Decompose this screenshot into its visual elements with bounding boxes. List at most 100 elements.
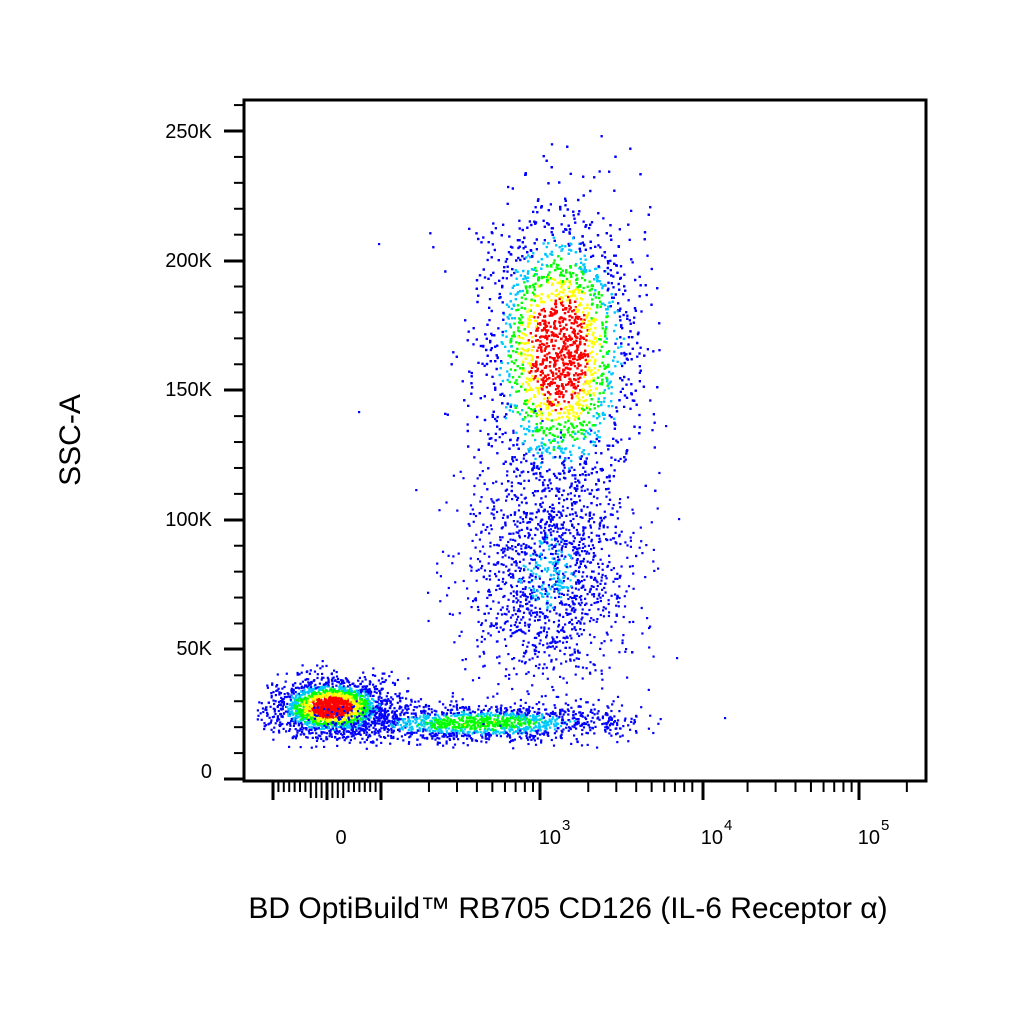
event-dot — [522, 715, 525, 718]
event-dot — [268, 716, 271, 719]
event-dot — [615, 733, 618, 736]
event-dot — [308, 690, 311, 693]
event-dot — [407, 717, 410, 720]
event-dot — [325, 732, 328, 735]
event-dot — [367, 692, 370, 695]
event-dot — [325, 681, 329, 684]
event-dot — [487, 732, 490, 735]
event-dot — [494, 725, 497, 728]
event-dot — [316, 664, 319, 667]
event-dot — [449, 711, 452, 714]
event-dot — [488, 716, 491, 719]
event-dot — [495, 705, 498, 708]
event-dot — [322, 713, 326, 716]
event-dot — [309, 716, 312, 719]
event-dot — [480, 709, 483, 713]
event-dot — [450, 719, 453, 722]
event-dot — [296, 686, 299, 689]
event-dot — [634, 730, 638, 733]
event-dot — [423, 720, 426, 723]
event-dot — [276, 718, 279, 721]
event-dot — [300, 686, 303, 690]
event-dot — [432, 735, 435, 738]
event-dot — [350, 715, 353, 718]
event-dot — [294, 686, 298, 689]
event-dot — [296, 712, 299, 715]
event-dot — [399, 714, 402, 717]
event-dot — [323, 690, 326, 693]
event-dot — [295, 735, 298, 739]
event-dot — [301, 723, 304, 726]
event-dot — [303, 693, 306, 696]
event-dot — [366, 706, 369, 709]
event-dot — [505, 726, 508, 729]
event-dot — [381, 677, 384, 680]
event-dot — [513, 702, 516, 705]
event-dot — [295, 696, 298, 699]
event-dot — [305, 728, 308, 731]
event-dot — [573, 719, 576, 722]
event-dot — [312, 691, 315, 694]
event-dot — [293, 702, 296, 706]
event-dot — [430, 735, 433, 738]
event-dot — [335, 713, 339, 716]
event-dot — [317, 686, 320, 689]
event-dot — [282, 712, 285, 715]
event-dot — [399, 718, 402, 721]
event-dot — [380, 717, 383, 720]
event-dot — [405, 711, 408, 714]
event-dot — [544, 727, 547, 730]
event-dot — [359, 692, 362, 695]
event-dot — [434, 738, 437, 741]
event-dot — [261, 707, 264, 710]
event-dot — [406, 732, 409, 735]
event-dot — [516, 708, 520, 711]
event-dot — [556, 722, 559, 725]
event-dot — [364, 692, 367, 696]
event-dot — [276, 719, 279, 723]
event-dot — [479, 731, 482, 734]
event-dot — [499, 708, 502, 711]
event-dot — [315, 718, 318, 721]
event-dot — [455, 707, 459, 710]
event-dot — [490, 706, 493, 709]
event-dot — [458, 726, 461, 729]
event-dot — [331, 685, 334, 688]
event-dot — [460, 719, 463, 722]
event-dot — [357, 685, 360, 688]
event-dot — [445, 722, 448, 725]
event-dot — [459, 729, 462, 732]
event-dot — [610, 709, 613, 713]
event-dot — [503, 729, 506, 732]
event-dot — [437, 726, 440, 729]
event-dot — [363, 729, 366, 733]
event-dot — [355, 728, 358, 731]
event-dot — [556, 716, 559, 719]
event-dot — [536, 718, 539, 721]
event-dot — [308, 725, 311, 728]
event-dot — [336, 680, 339, 683]
event-dot — [457, 723, 460, 726]
event-dot — [486, 696, 489, 699]
event-dot — [339, 695, 342, 698]
event-dot — [374, 708, 377, 711]
event-dot — [324, 714, 327, 717]
event-dot — [331, 696, 334, 700]
event-dot — [433, 726, 436, 729]
event-dot — [462, 724, 465, 727]
event-dot — [553, 732, 556, 735]
event-dot — [373, 686, 376, 689]
event-dot — [350, 723, 353, 726]
event-dot — [373, 724, 377, 727]
event-dot — [541, 713, 544, 716]
event-dot — [512, 712, 515, 715]
event-dot — [319, 719, 322, 723]
event-dot — [343, 724, 346, 727]
event-dot — [282, 701, 285, 704]
event-dot — [332, 729, 335, 732]
event-dot — [462, 719, 465, 722]
event-dot — [304, 727, 308, 730]
event-dot — [383, 721, 386, 724]
event-dot — [613, 715, 616, 718]
event-dot — [308, 704, 311, 707]
